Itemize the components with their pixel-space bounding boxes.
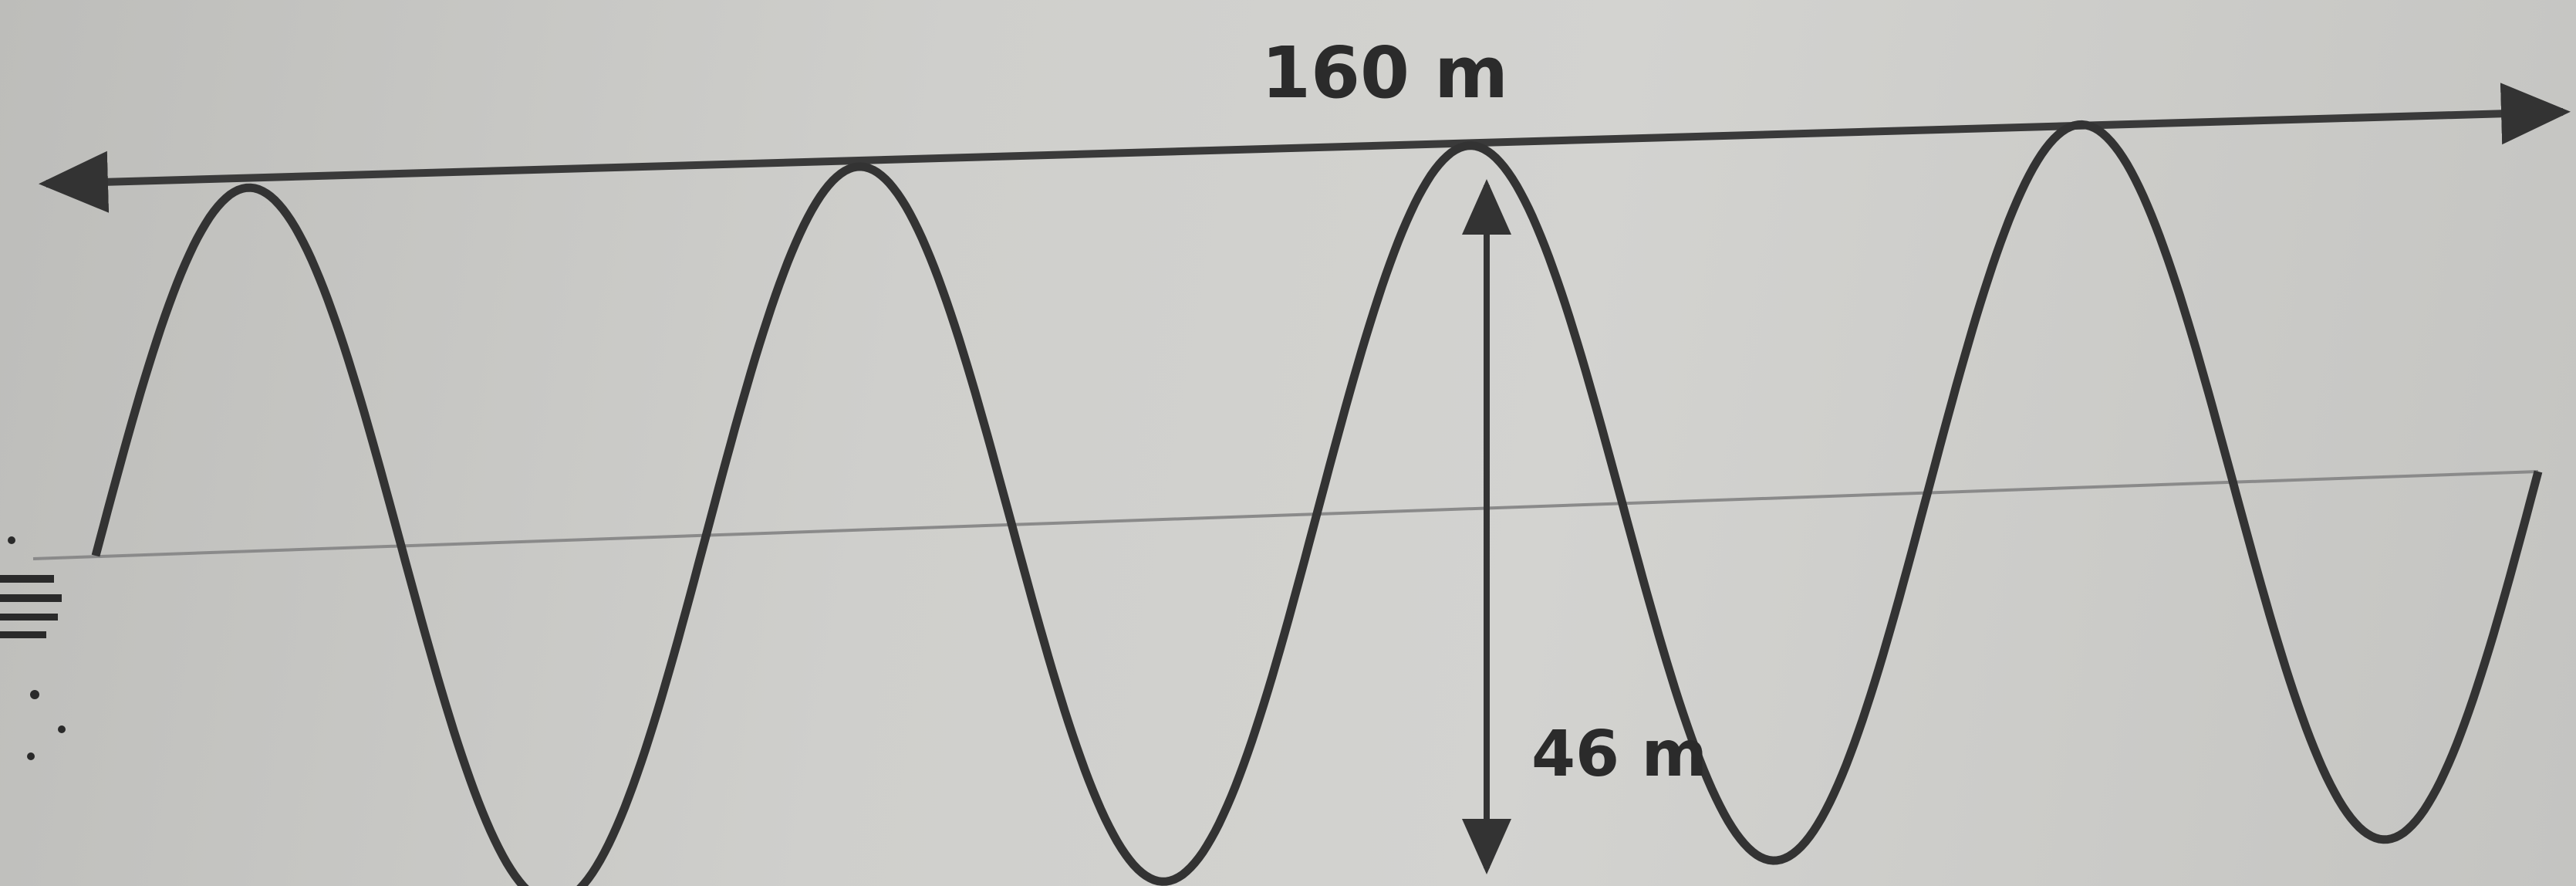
midline: [32, 470, 2539, 560]
height-label: 46 m: [1531, 718, 1707, 791]
total-length-arrow: [39, 83, 2571, 213]
total-length-label: 160 m: [1261, 32, 1508, 114]
sine-wave: [91, 120, 2543, 886]
left-edge-artifacts: [0, 536, 66, 760]
